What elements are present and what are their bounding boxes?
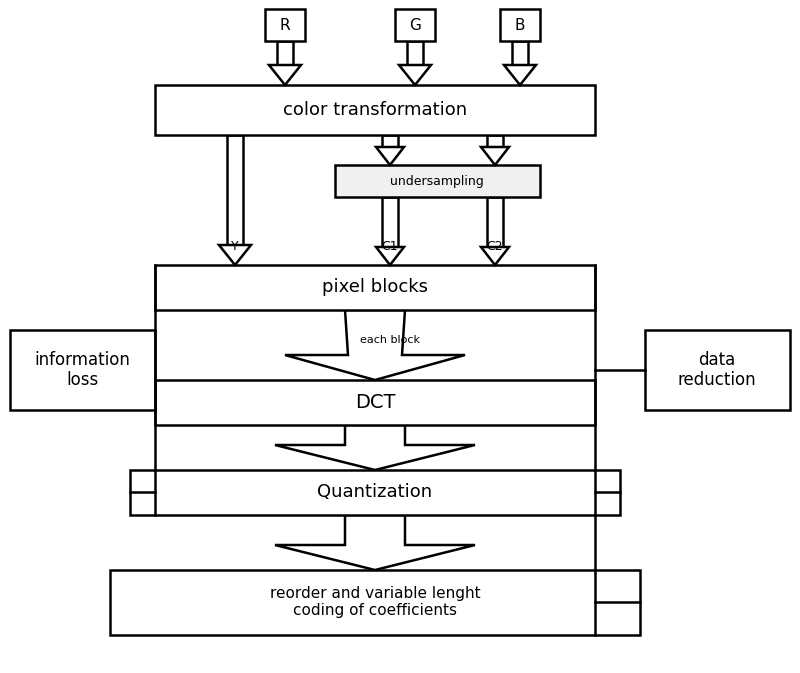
Polygon shape xyxy=(407,41,423,65)
Bar xyxy=(335,165,540,197)
Polygon shape xyxy=(487,197,503,247)
Text: Quantization: Quantization xyxy=(318,483,433,501)
Polygon shape xyxy=(275,425,475,470)
Polygon shape xyxy=(487,135,503,147)
Text: undersampling: undersampling xyxy=(390,174,484,188)
Bar xyxy=(10,330,155,410)
Text: DCT: DCT xyxy=(354,392,395,411)
Polygon shape xyxy=(399,65,431,85)
Bar xyxy=(500,9,540,41)
Polygon shape xyxy=(512,41,528,65)
Polygon shape xyxy=(376,147,404,165)
Polygon shape xyxy=(481,147,509,165)
Polygon shape xyxy=(227,135,243,245)
Polygon shape xyxy=(376,247,404,265)
Bar xyxy=(110,570,640,635)
Text: pixel blocks: pixel blocks xyxy=(322,278,428,296)
Bar xyxy=(155,380,595,425)
Polygon shape xyxy=(275,515,475,570)
Bar xyxy=(265,9,305,41)
Polygon shape xyxy=(382,135,398,147)
Polygon shape xyxy=(269,65,301,85)
Polygon shape xyxy=(219,245,251,265)
Text: each block: each block xyxy=(360,335,420,345)
Polygon shape xyxy=(277,41,293,65)
Text: Y: Y xyxy=(231,240,239,254)
Text: B: B xyxy=(514,17,526,32)
Text: information
loss: information loss xyxy=(34,351,130,390)
Text: C1: C1 xyxy=(382,240,398,254)
Polygon shape xyxy=(481,247,509,265)
Polygon shape xyxy=(504,65,536,85)
Text: G: G xyxy=(409,17,421,32)
Bar xyxy=(645,330,790,410)
Text: color transformation: color transformation xyxy=(283,101,467,119)
Polygon shape xyxy=(285,310,465,380)
Bar xyxy=(155,85,595,135)
Polygon shape xyxy=(382,197,398,247)
Bar xyxy=(130,470,620,515)
Bar xyxy=(155,265,595,310)
Text: R: R xyxy=(280,17,290,32)
Text: C2: C2 xyxy=(486,240,503,254)
Bar xyxy=(395,9,435,41)
Text: reorder and variable lenght
coding of coefficients: reorder and variable lenght coding of co… xyxy=(270,586,480,618)
Text: data
reduction: data reduction xyxy=(678,351,756,390)
